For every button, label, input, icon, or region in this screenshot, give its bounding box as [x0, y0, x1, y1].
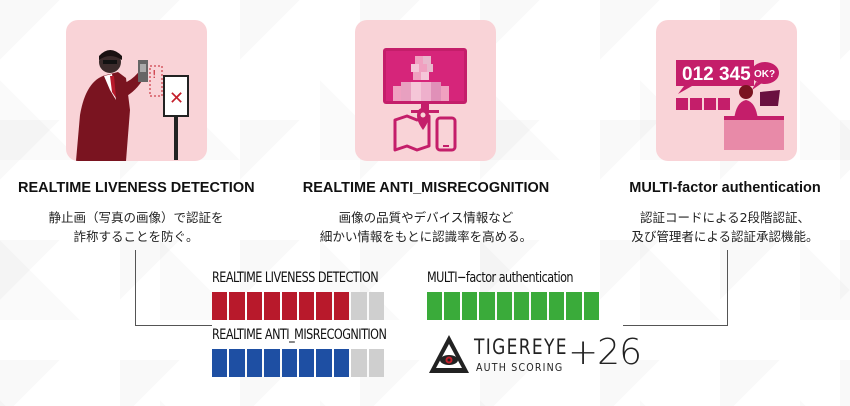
multifactor-title: MULTI-factor authentication [629, 180, 821, 196]
score-segment-filled [583, 292, 599, 320]
score-segment-filled [461, 292, 478, 320]
misrecognition-description: 画像の品質やデバイス情報など 細かい情報をもとに認識率を高める。 [290, 208, 562, 246]
ok-text: OK? [754, 69, 775, 80]
score-segment-filled [444, 292, 460, 320]
total-score: +26 [568, 332, 642, 373]
score-segment-filled [298, 349, 315, 377]
code-text: 012 345 [682, 64, 751, 85]
misrec-score-label: REALTIME ANTI_MISRECOGNITION [212, 327, 387, 343]
multi-score-bar [427, 292, 599, 320]
svg-text:!: ! [152, 68, 156, 81]
score-segment-filled [264, 292, 280, 320]
logo-subtitle: AUTH SCORING [476, 362, 564, 374]
misrec-score-bar [212, 349, 384, 377]
score-segment-filled [513, 292, 530, 320]
misrec-desc-line-2: 細かい情報をもとに認識率を高める。 [319, 229, 533, 244]
multi-desc-line-1: 認証コードによる2段階認証、 [639, 210, 811, 225]
score-segment-empty [368, 292, 384, 320]
score-segment-empty [368, 349, 384, 377]
score-segment-filled [548, 292, 565, 320]
score-segment-filled [333, 292, 350, 320]
multifactor-illustration-card: 012 345 OK? [656, 20, 797, 161]
score-segment-filled [316, 349, 332, 377]
tigereye-logo-mark [427, 333, 471, 381]
svg-text:✕: ✕ [169, 88, 184, 109]
score-segment-empty [351, 349, 367, 377]
multifactor-description: 認証コードによる2段階認証、 及び管理者による認証承認機能。 [608, 208, 842, 246]
score-segment-filled [298, 292, 315, 320]
eye-triangle-icon [429, 335, 469, 373]
multi-desc-line-2: 及び管理者による認証承認機能。 [631, 229, 819, 244]
multi-score-label: MULTI−factor authentication [427, 270, 574, 286]
score-segment-filled [246, 349, 263, 377]
score-segment-filled [479, 292, 495, 320]
pixelated-face-monitor-illustration [383, 48, 467, 152]
misrecognition-title: REALTIME ANTI_MISRECOGNITION [302, 180, 550, 196]
left-connector-vertical [135, 250, 136, 325]
score-segment-filled [531, 292, 547, 320]
score-segment-filled [496, 292, 512, 320]
liveness-description: 静止画（写真の画像）で認証を 詐称することを防ぐ。 [18, 208, 254, 246]
right-connector-horizontal [623, 325, 728, 326]
score-segment-filled [333, 349, 350, 377]
score-segment-filled [229, 349, 245, 377]
liveness-desc-line-2: 詐称することを防ぐ。 [73, 229, 199, 244]
score-segment-filled [264, 349, 280, 377]
score-segment-filled [281, 349, 297, 377]
smartphone-icon [435, 116, 457, 152]
score-segment-filled [316, 292, 332, 320]
logo-name: TIGEREYE [474, 335, 568, 359]
left-connector-horizontal [135, 325, 212, 326]
liveness-desc-line-1: 静止画（写真の画像）で認証を [48, 210, 224, 225]
liveness-score-label: REALTIME LIVENESS DETECTION [212, 270, 379, 286]
score-segment-filled [212, 292, 228, 320]
score-segment-filled [229, 292, 245, 320]
score-segment-empty [351, 292, 367, 320]
misrec-desc-line-1: 画像の品質やデバイス情報など [338, 210, 514, 225]
score-segment-filled [427, 292, 443, 320]
score-segment-filled [212, 349, 228, 377]
code-verification-illustration: 012 345 OK? [676, 60, 784, 150]
liveness-score-bar [212, 292, 384, 320]
liveness-title: REALTIME LIVENESS DETECTION [18, 180, 255, 196]
right-connector-vertical [727, 250, 728, 325]
score-segment-filled [246, 292, 263, 320]
map-icon [393, 114, 431, 152]
score-segment-filled [566, 292, 582, 320]
score-segment-filled [281, 292, 297, 320]
liveness-illustration-card: ✕ ! [66, 20, 207, 161]
misrecognition-illustration-card [355, 20, 496, 161]
person-holding-photo-illustration: ✕ ! [76, 50, 189, 161]
